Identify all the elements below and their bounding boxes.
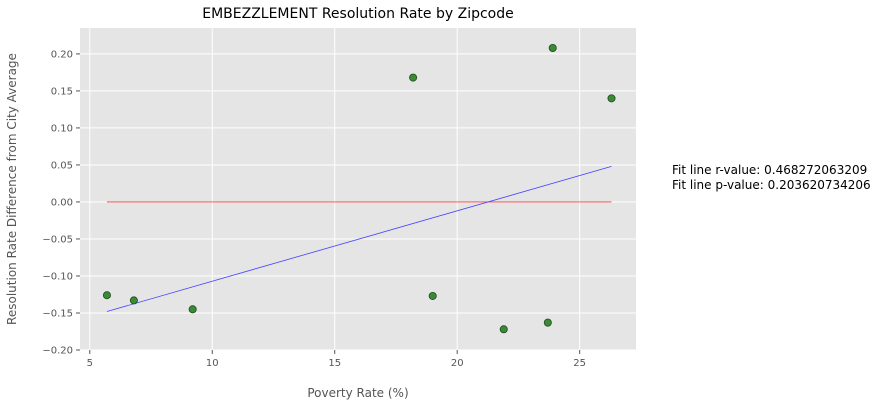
r-value-annotation: Fit line r-value: 0.468272063209: [672, 163, 867, 177]
p-value-annotation: Fit line p-value: 0.203620734206: [672, 178, 871, 192]
data-point: [543, 318, 552, 327]
data-point: [428, 291, 437, 300]
x-tick-label: 5: [87, 358, 93, 369]
data-point: [188, 305, 197, 314]
chart-title: EMBEZZLEMENT Resolution Rate by Zipcode: [202, 6, 514, 22]
data-point: [129, 296, 138, 305]
y-tick-label: 0.20: [51, 49, 73, 60]
data-point: [548, 43, 557, 52]
y-tick-label: 0.10: [51, 123, 73, 134]
x-tick-label: 20: [451, 358, 464, 369]
fit-line: [106, 166, 612, 312]
y-tick-label: −0.20: [42, 346, 73, 357]
x-tick-label: 10: [206, 358, 219, 369]
lines: [106, 166, 612, 312]
y-tick-label: −0.05: [42, 234, 73, 245]
y-tick-label: −0.15: [42, 308, 73, 319]
points: [102, 43, 616, 334]
y-tick-label: 0.00: [51, 197, 73, 208]
plot-area: [80, 28, 636, 350]
x-axis-label: Poverty Rate (%): [307, 386, 408, 400]
y-tick-label: −0.10: [42, 271, 73, 282]
data-point: [409, 73, 418, 82]
y-tick-label: 0.05: [51, 160, 73, 171]
data-point: [607, 94, 616, 103]
x-tick-label: 25: [573, 358, 586, 369]
tick-labels: 5 10 15 20 25 −0.20 −0.15 −0.10 −0.05 0.00 0.05 0.1…: [42, 49, 586, 369]
y-axis-label: Resolution Rate Difference from City Ave…: [5, 53, 19, 325]
y-tick-label: 0.15: [51, 86, 73, 97]
data-point: [102, 291, 111, 300]
x-tick-label: 15: [328, 358, 341, 369]
data-point: [499, 325, 508, 334]
